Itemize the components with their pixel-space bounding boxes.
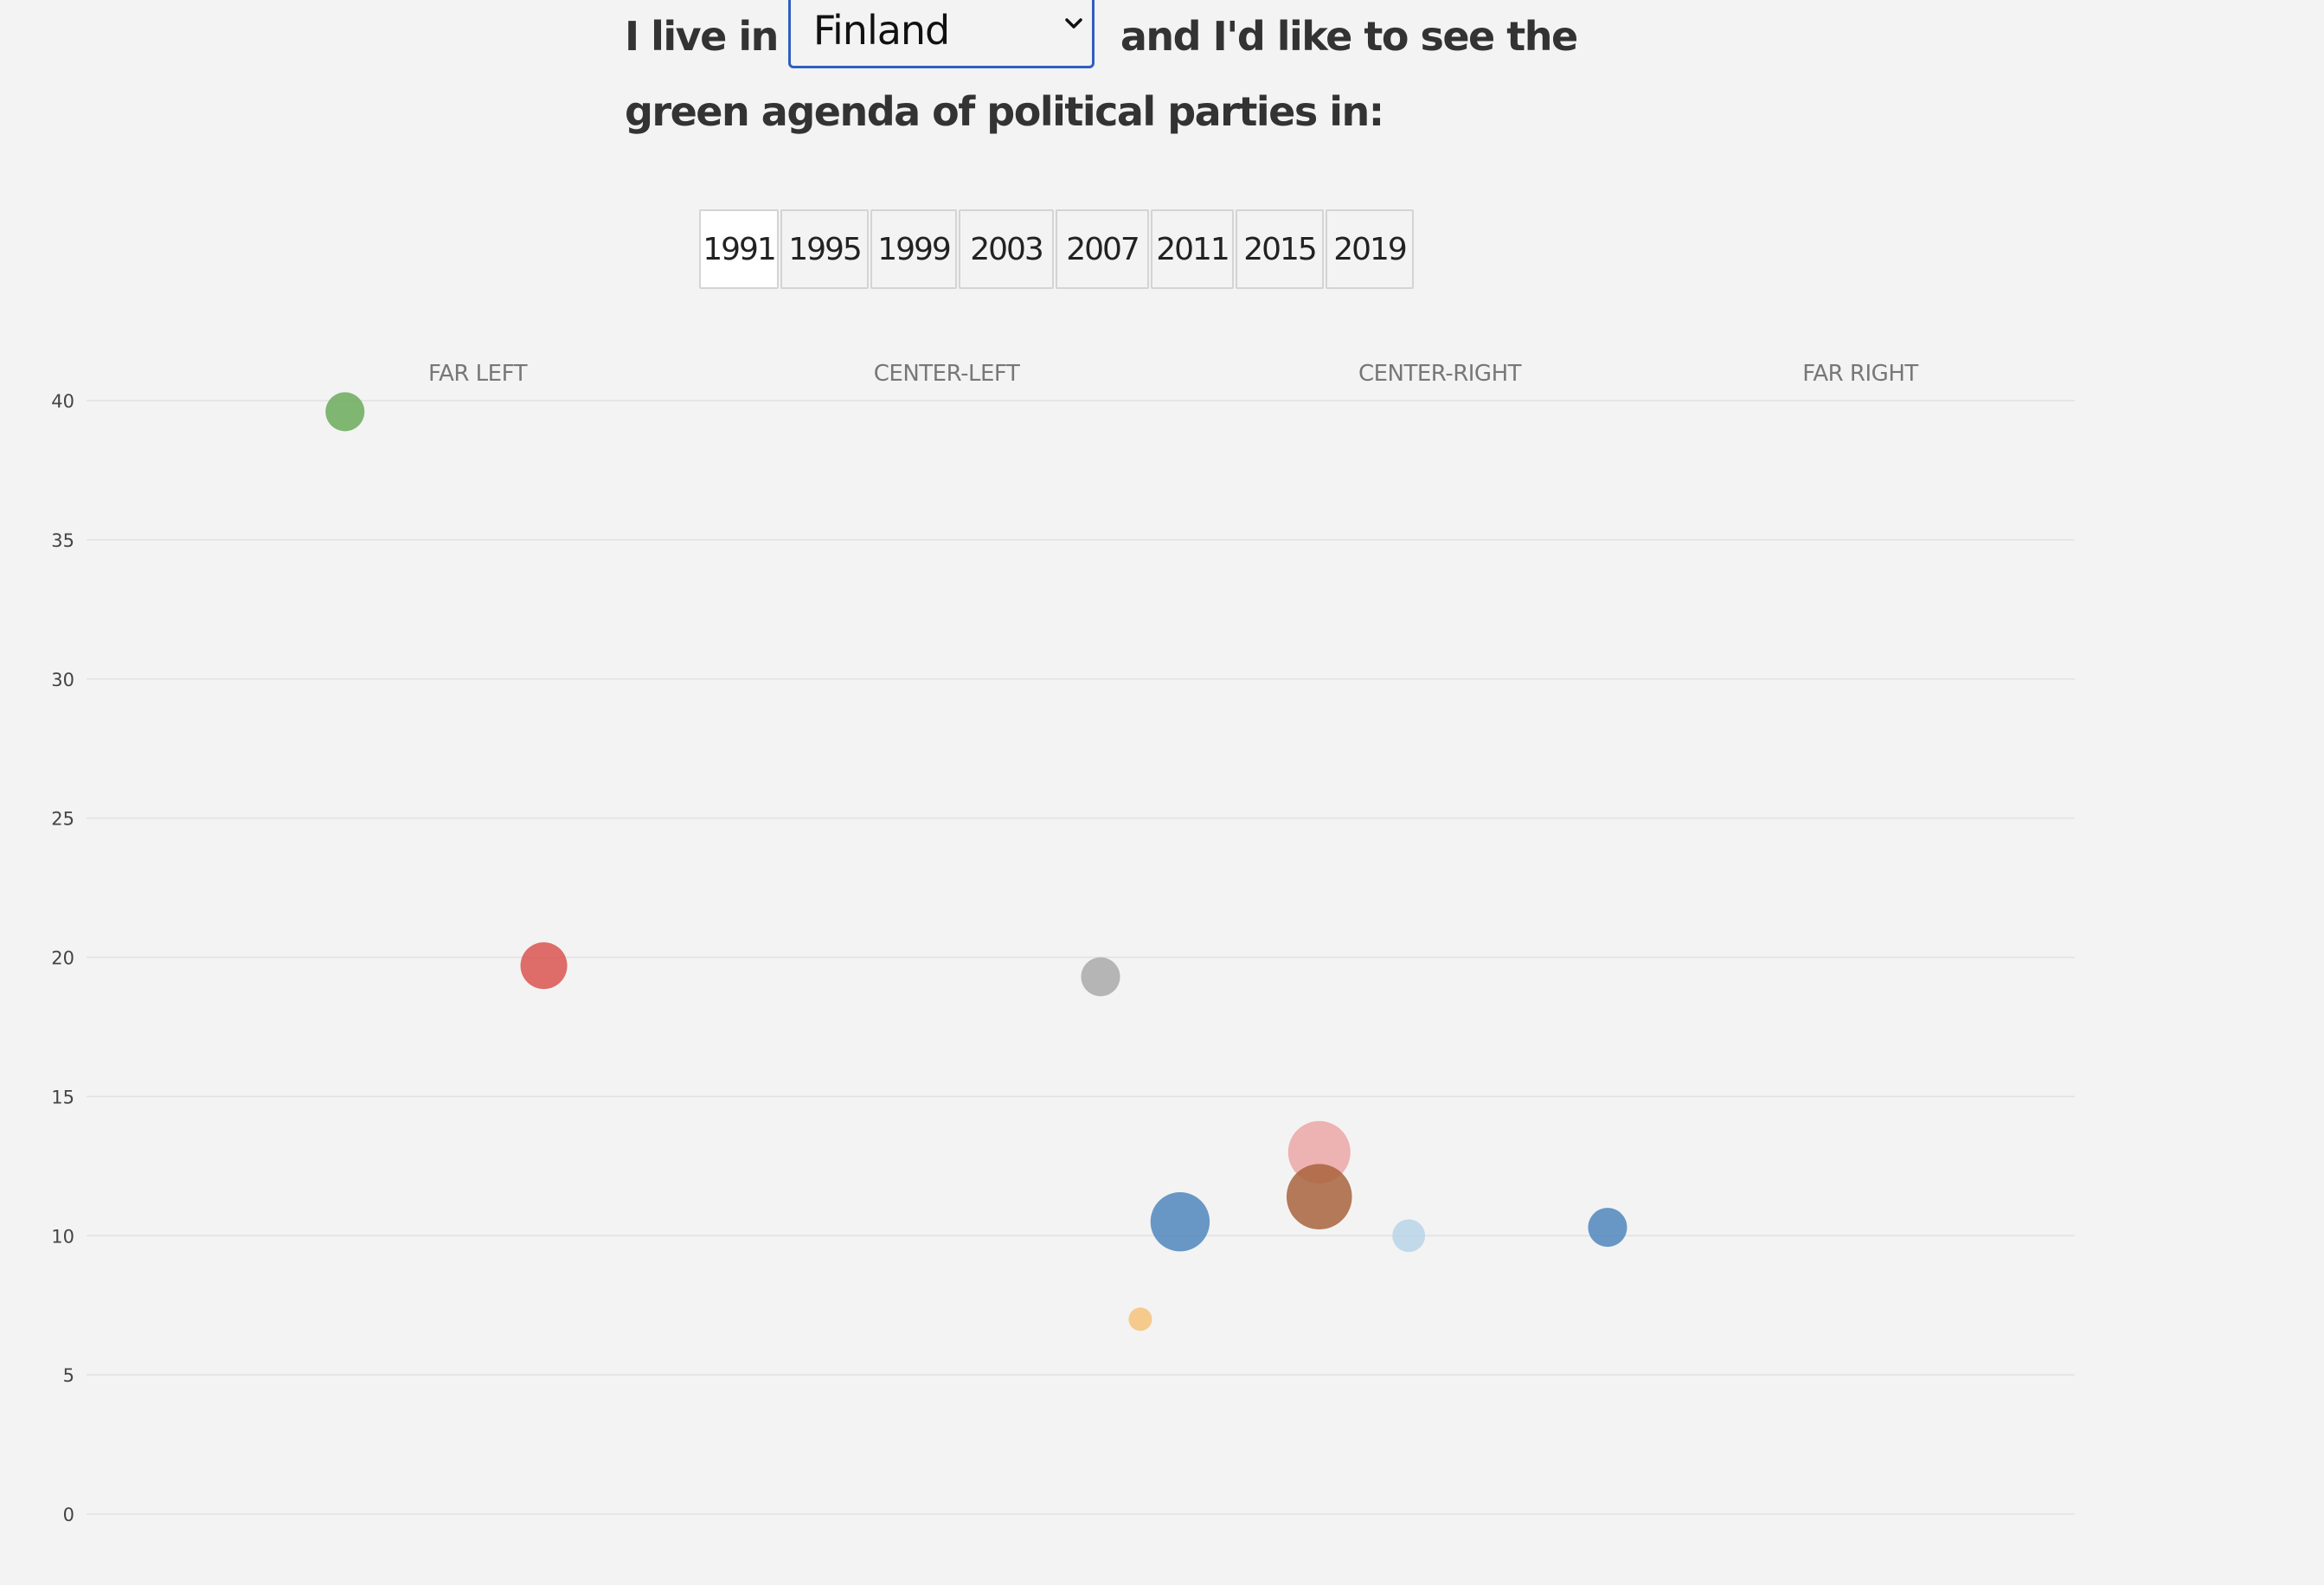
year-button-1999[interactable]: 1999 [870,209,957,289]
party-point-4[interactable] [1128,1307,1152,1332]
intro-line-1: I live in Finland and I'd like to see th… [625,0,1578,68]
party-point-9[interactable] [1588,1208,1627,1248]
intro-line-2: green agenda of political parties in: [625,88,1384,135]
x-zone-label: CENTER-LEFT [874,361,1020,387]
chart-points [325,392,1627,1332]
party-scatter-chart: 0 5 10 15 20 25 30 35 40 FAR LEFT CENTER-LEFT CENT… [51,361,2075,1525]
y-tick-label: 0 [63,1505,74,1525]
year-button-2015[interactable]: 2015 [1236,209,1324,289]
party-point-1[interactable] [325,392,365,432]
chart-gridlines [87,400,2075,1515]
year-button-2007[interactable]: 2007 [1056,209,1149,289]
x-zone-label: CENTER-RIGHT [1358,361,1522,387]
x-zone-label: FAR LEFT [428,361,528,387]
y-tick-label: 10 [51,1226,74,1247]
intro-suffix: and I'd like to see the [1120,13,1578,60]
y-tick-label: 30 [51,670,74,690]
intro-prefix: I live in [625,13,779,60]
year-button-2011[interactable]: 2011 [1151,209,1234,289]
year-button-2003[interactable]: 2003 [959,209,1054,289]
party-point-8[interactable] [1392,1219,1426,1253]
year-selector: 1991 1995 1999 2003 2007 2011 2015 2019 [699,209,1414,289]
year-button-1991[interactable]: 1991 [699,209,779,289]
party-point-2[interactable] [520,942,568,990]
chart-y-ticks: 0 5 10 15 20 25 30 35 40 [51,391,74,1525]
party-point-5[interactable] [1150,1191,1210,1252]
chevron-down-icon [1065,18,1082,29]
year-button-1995[interactable]: 1995 [780,209,869,289]
country-select-value: Finland [812,7,950,54]
y-tick-label: 20 [51,948,74,969]
y-tick-label: 15 [51,1087,74,1107]
x-zone-label: FAR RIGHT [1802,361,1918,387]
year-button-2019[interactable]: 2019 [1326,209,1414,289]
chart-x-zones: FAR LEFT CENTER-LEFT CENTER-RIGHT FAR RIGHT [428,361,1919,387]
y-tick-label: 35 [51,530,74,551]
y-tick-label: 25 [51,809,74,830]
country-select[interactable]: Finland [787,0,1095,68]
party-point-3[interactable] [1081,957,1120,997]
party-point-6[interactable] [1287,1120,1351,1184]
party-point-7[interactable] [1286,1164,1352,1230]
y-tick-label: 5 [63,1365,74,1386]
y-tick-label: 40 [51,391,74,412]
